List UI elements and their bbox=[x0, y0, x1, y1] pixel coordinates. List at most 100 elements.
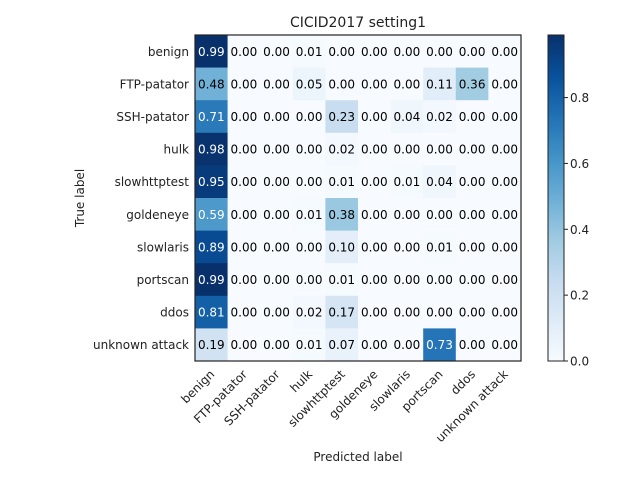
cell-value-label: 0.11 bbox=[426, 77, 453, 91]
heatmap-cell bbox=[227, 165, 261, 199]
cell-value-label: 0.00 bbox=[491, 208, 518, 222]
heatmap-cell bbox=[292, 100, 326, 134]
heatmap-cell bbox=[195, 328, 228, 362]
heatmap-cell bbox=[423, 328, 457, 362]
heatmap-cell bbox=[260, 165, 294, 199]
cell-value-label: 0.00 bbox=[231, 208, 258, 222]
heatmap-cell bbox=[390, 35, 424, 68]
heatmap-cell bbox=[390, 67, 424, 101]
cell-value-label: 0.00 bbox=[296, 240, 323, 254]
cell-value-label: 0.00 bbox=[361, 143, 388, 157]
cell-value-label: 0.00 bbox=[361, 208, 388, 222]
heatmap-cell bbox=[455, 198, 489, 231]
heatmap-cell bbox=[358, 263, 391, 297]
heatmap-cell bbox=[227, 132, 261, 166]
heatmap-cell bbox=[390, 230, 424, 264]
heatmap-cell bbox=[423, 132, 457, 166]
heatmap-cell bbox=[227, 230, 261, 264]
cell-value-label: 0.81 bbox=[198, 306, 225, 320]
heatmap-cell bbox=[358, 165, 391, 199]
cell-value-label: 0.00 bbox=[394, 338, 421, 352]
colorbar-tick-label: 0.0 bbox=[570, 355, 589, 369]
cell-value-label: 0.00 bbox=[263, 306, 290, 320]
heatmap-cell bbox=[488, 132, 522, 166]
cell-value-label: 0.02 bbox=[328, 143, 355, 157]
heatmap-cell bbox=[325, 100, 359, 134]
heatmap-cell bbox=[390, 263, 424, 297]
cell-value-label: 0.00 bbox=[491, 45, 518, 59]
heatmap-cell bbox=[390, 198, 424, 231]
cell-value-label: 0.00 bbox=[426, 143, 453, 157]
cell-value-label: 0.00 bbox=[394, 306, 421, 320]
colorbar bbox=[547, 34, 565, 362]
cell-value-label: 0.00 bbox=[263, 208, 290, 222]
cell-value-label: 0.01 bbox=[296, 45, 323, 59]
cell-value-label: 0.00 bbox=[231, 143, 258, 157]
cell-value-label: 0.01 bbox=[328, 175, 355, 189]
heatmap-cell bbox=[292, 230, 326, 264]
heatmap-cell bbox=[292, 328, 326, 362]
cell-value-label: 0.00 bbox=[459, 338, 486, 352]
heatmap-cell bbox=[260, 295, 294, 329]
cell-value-label: 0.99 bbox=[198, 273, 225, 287]
heatmap-cell bbox=[455, 35, 489, 68]
cell-value-label: 0.00 bbox=[426, 306, 453, 320]
heatmap-cell bbox=[195, 198, 228, 231]
cell-value-label: 0.00 bbox=[394, 240, 421, 254]
cell-value-label: 0.48 bbox=[198, 77, 225, 91]
cell-value-label: 0.00 bbox=[459, 110, 486, 124]
heatmap-cell bbox=[455, 165, 489, 199]
cell-value-label: 0.00 bbox=[263, 273, 290, 287]
y-tick-label: hulk bbox=[164, 143, 190, 157]
cell-value-label: 0.00 bbox=[263, 143, 290, 157]
cell-value-label: 0.00 bbox=[394, 77, 421, 91]
x-tick-label: ddos bbox=[448, 367, 478, 397]
heatmap-cell bbox=[227, 198, 261, 231]
cell-value-label: 0.23 bbox=[328, 110, 355, 124]
cell-value-labels: 0.99 0.00 0.00 0.01 0.00 0.00 0.00 0.00 0.00 0.00… bbox=[198, 45, 518, 352]
heatmap-cell bbox=[423, 230, 457, 264]
cell-value-label: 0.00 bbox=[361, 306, 388, 320]
heatmap-cell bbox=[488, 328, 522, 362]
heatmap-cell bbox=[227, 67, 261, 101]
cell-value-label: 0.00 bbox=[491, 143, 518, 157]
heatmap-cell bbox=[260, 328, 294, 362]
heatmap-cell bbox=[227, 263, 261, 297]
cell-value-label: 0.00 bbox=[361, 77, 388, 91]
cell-value-label: 0.04 bbox=[426, 175, 453, 189]
heatmap-cell bbox=[358, 328, 391, 362]
y-tick-label: benign bbox=[148, 45, 189, 59]
heatmap-cell bbox=[325, 263, 359, 297]
cell-value-label: 0.00 bbox=[361, 273, 388, 287]
heatmap-cell bbox=[325, 67, 359, 101]
heatmap-cell bbox=[260, 263, 294, 297]
heatmap-cell bbox=[292, 132, 326, 166]
cell-value-label: 0.00 bbox=[394, 273, 421, 287]
cell-value-label: 0.04 bbox=[394, 110, 421, 124]
cell-value-label: 0.00 bbox=[231, 240, 258, 254]
heatmap-cell bbox=[195, 100, 228, 134]
cell-value-label: 0.00 bbox=[296, 143, 323, 157]
cell-value-label: 0.01 bbox=[296, 208, 323, 222]
cell-value-label: 0.00 bbox=[361, 240, 388, 254]
heatmap-cell bbox=[195, 295, 228, 329]
heatmap-cell bbox=[390, 100, 424, 134]
heatmap-cell bbox=[195, 230, 228, 264]
y-tick-labels: benign FTP-patator SSH-patator hulk slowhttp… bbox=[93, 45, 189, 352]
heatmap-cell bbox=[325, 198, 359, 231]
heatmap-cell bbox=[195, 35, 228, 68]
heatmap-cell bbox=[260, 100, 294, 134]
cell-value-label: 0.10 bbox=[328, 240, 355, 254]
heatmap-cell bbox=[423, 165, 457, 199]
heatmap-cell bbox=[390, 295, 424, 329]
heatmap-cell bbox=[292, 35, 326, 68]
cell-value-label: 0.00 bbox=[491, 175, 518, 189]
cell-value-label: 0.01 bbox=[328, 273, 355, 287]
cell-value-label: 0.00 bbox=[231, 77, 258, 91]
heatmap-cell bbox=[488, 295, 522, 329]
heatmap-cell bbox=[390, 328, 424, 362]
heatmap-cell bbox=[325, 295, 359, 329]
heatmap-cell bbox=[488, 230, 522, 264]
cell-value-label: 0.00 bbox=[296, 175, 323, 189]
